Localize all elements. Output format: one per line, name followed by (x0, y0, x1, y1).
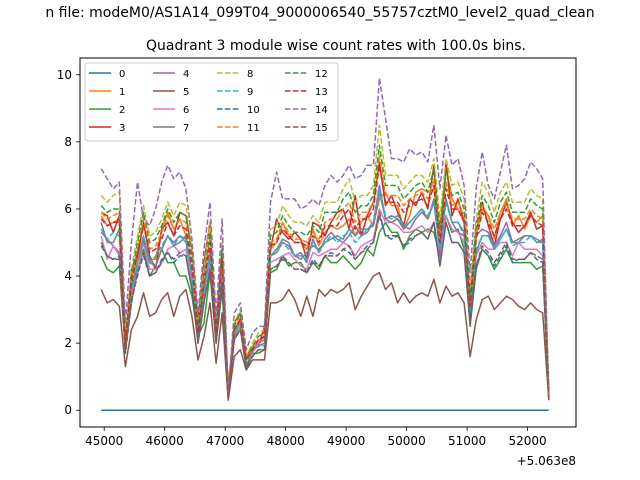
x-tick-label: 47000 (206, 434, 244, 448)
legend-label-7: 7 (183, 123, 189, 134)
legend-label-15: 15 (315, 123, 328, 134)
plot-area: 45000 46000 47000 48000 49000 50000 51000 52000… (57, 57, 577, 468)
y-tick-label: 4 (64, 269, 72, 283)
series-line-12 (100, 144, 550, 398)
legend-label-12: 12 (315, 69, 328, 80)
series-lines (100, 77, 550, 411)
series-line-15 (100, 211, 550, 401)
y-tick-label: 2 (64, 336, 72, 350)
series-line-9 (100, 188, 550, 398)
series-line-5 (100, 271, 550, 401)
y-tick-label: 10 (57, 68, 72, 82)
legend-label-5: 5 (183, 87, 189, 98)
legend-label-11: 11 (247, 123, 260, 134)
x-tick-label: 49000 (327, 434, 365, 448)
legend-label-9: 9 (247, 87, 253, 98)
legend-label-0: 0 (119, 69, 125, 80)
series-line-11 (100, 154, 550, 398)
legend-label-3: 3 (119, 123, 125, 134)
legend-label-10: 10 (247, 105, 260, 116)
y-tick-label: 0 (64, 403, 72, 417)
series-line-8 (100, 124, 550, 395)
legend-label-1: 1 (119, 87, 125, 98)
x-axis: 45000 46000 47000 48000 49000 50000 51000 52000 (85, 427, 547, 448)
x-offset-label: +5.063e8 (517, 454, 576, 468)
axes-frame (79, 57, 577, 428)
series-line-14 (100, 77, 550, 397)
y-tick-label: 8 (64, 135, 72, 149)
legend-label-13: 13 (315, 87, 328, 98)
legend-label-6: 6 (183, 105, 189, 116)
x-tick-label: 52000 (509, 434, 547, 448)
x-tick-label: 48000 (267, 434, 305, 448)
figure-suptitle: n file: modeM0/AS1A14_099T04_9000006540_… (45, 5, 594, 21)
y-axis: 0 2 4 6 8 10 (57, 68, 80, 417)
series-line-13 (100, 164, 550, 398)
x-tick-label: 50000 (388, 434, 426, 448)
legend-box (84, 62, 339, 142)
x-tick-label: 51000 (448, 434, 486, 448)
chart-title: Quadrant 3 module wise count rates with … (146, 38, 526, 54)
x-tick-label: 46000 (146, 434, 184, 448)
legend-label-14: 14 (315, 105, 328, 116)
legend-label-2: 2 (119, 105, 125, 116)
legend-label-4: 4 (183, 69, 189, 80)
legend-label-8: 8 (247, 69, 253, 80)
x-tick-label: 45000 (85, 434, 123, 448)
y-tick-label: 6 (64, 202, 72, 216)
